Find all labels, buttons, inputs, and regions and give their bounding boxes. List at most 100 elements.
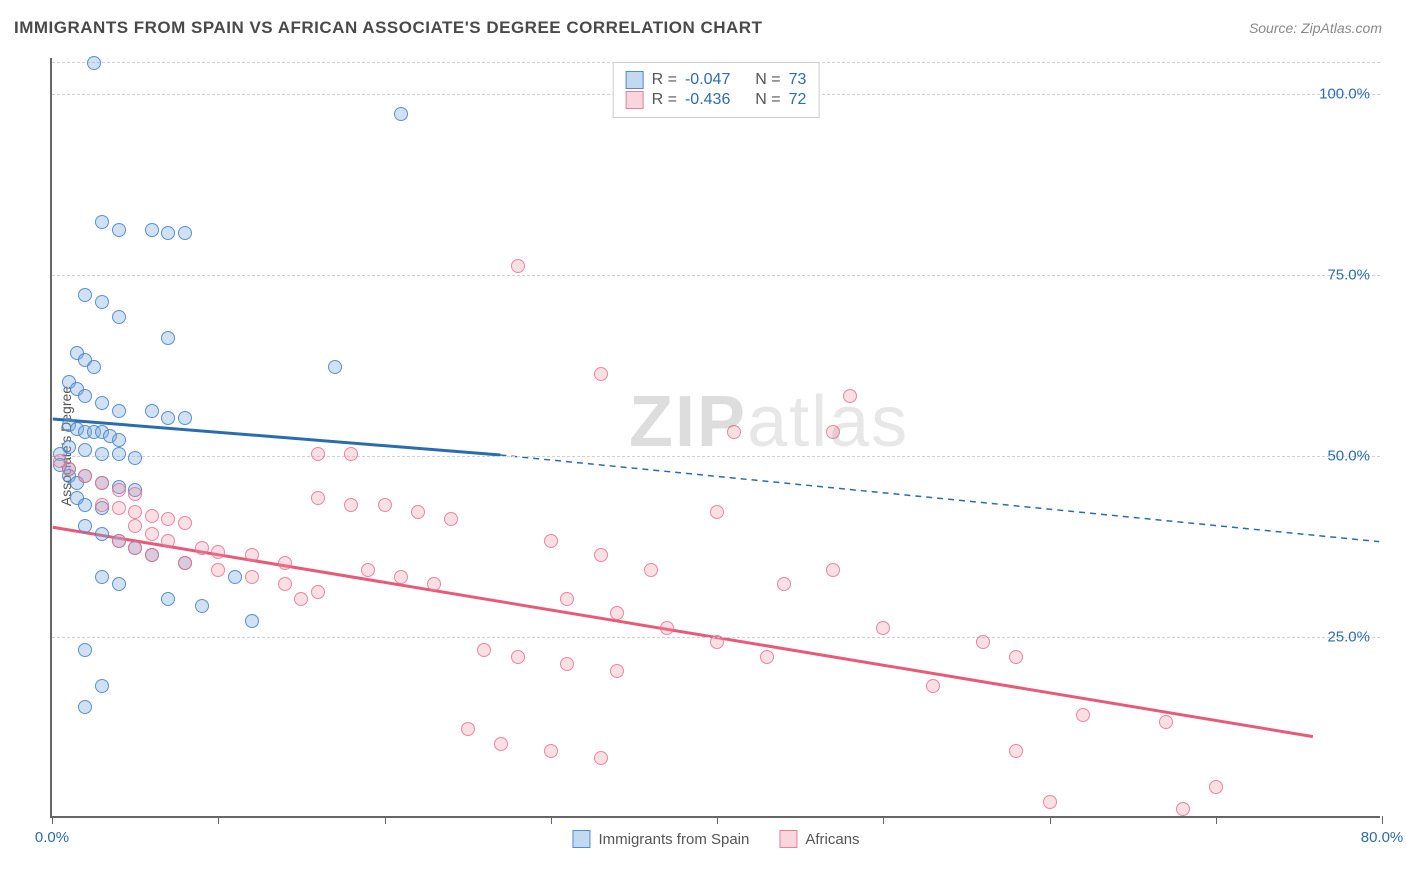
data-point	[378, 498, 392, 512]
data-point	[128, 541, 142, 555]
data-point	[843, 389, 857, 403]
data-point	[560, 592, 574, 606]
data-point	[344, 498, 358, 512]
data-point	[145, 548, 159, 562]
data-point	[78, 643, 92, 657]
legend-item-blue: Immigrants from Spain	[572, 830, 749, 848]
chart-title: IMMIGRANTS FROM SPAIN VS AFRICAN ASSOCIA…	[14, 18, 762, 38]
data-point	[128, 505, 142, 519]
data-point	[112, 577, 126, 591]
data-point	[727, 425, 741, 439]
data-point	[228, 570, 242, 584]
data-point	[78, 498, 92, 512]
data-point	[178, 516, 192, 530]
data-point	[78, 389, 92, 403]
x-tick	[1382, 816, 1383, 824]
y-tick-label: 100.0%	[1319, 86, 1370, 103]
r-label: R =	[652, 91, 677, 109]
data-point	[128, 451, 142, 465]
data-point	[660, 621, 674, 635]
plot-area: ZIPatlas R = -0.047 N = 73 R = -0.436 N …	[50, 58, 1380, 818]
data-point	[161, 226, 175, 240]
data-point	[511, 650, 525, 664]
watermark: ZIPatlas	[629, 381, 909, 463]
swatch-pink	[626, 91, 644, 109]
data-point	[278, 577, 292, 591]
data-point	[95, 215, 109, 229]
data-point	[178, 411, 192, 425]
trend-line	[53, 527, 1313, 736]
data-point	[112, 310, 126, 324]
correlation-legend: R = -0.047 N = 73 R = -0.436 N = 72	[613, 62, 820, 118]
data-point	[1009, 650, 1023, 664]
data-point	[610, 606, 624, 620]
data-point	[145, 404, 159, 418]
data-point	[211, 545, 225, 559]
data-point	[112, 447, 126, 461]
data-point	[926, 679, 940, 693]
trend-line-dashed	[500, 455, 1379, 542]
data-point	[112, 223, 126, 237]
watermark-atlas: atlas	[747, 382, 909, 462]
data-point	[311, 491, 325, 505]
trend-lines	[52, 58, 1380, 816]
data-point	[112, 534, 126, 548]
legend-item-pink: Africans	[779, 830, 859, 848]
legend-row-blue: R = -0.047 N = 73	[626, 71, 807, 89]
n-label: N =	[755, 91, 780, 109]
x-tick	[52, 816, 53, 824]
watermark-zip: ZIP	[629, 382, 747, 462]
y-tick-label: 75.0%	[1327, 267, 1370, 284]
data-point	[760, 650, 774, 664]
n-value-pink: 72	[789, 91, 807, 109]
data-point	[278, 556, 292, 570]
data-point	[461, 722, 475, 736]
r-value-pink: -0.436	[685, 91, 730, 109]
data-point	[112, 501, 126, 515]
data-point	[78, 288, 92, 302]
data-point	[361, 563, 375, 577]
data-point	[610, 664, 624, 678]
data-point	[178, 226, 192, 240]
data-point	[95, 295, 109, 309]
x-tick-label: 80.0%	[1361, 829, 1404, 846]
data-point	[394, 570, 408, 584]
data-point	[644, 563, 658, 577]
data-point	[494, 737, 508, 751]
data-point	[95, 527, 109, 541]
legend-label-pink: Africans	[805, 831, 859, 848]
x-tick	[385, 816, 386, 824]
data-point	[245, 548, 259, 562]
data-point	[112, 483, 126, 497]
data-point	[195, 599, 209, 613]
data-point	[411, 505, 425, 519]
data-point	[1209, 780, 1223, 794]
data-point	[195, 541, 209, 555]
data-point	[1176, 802, 1190, 816]
data-point	[95, 679, 109, 693]
data-point	[294, 592, 308, 606]
data-point	[594, 548, 608, 562]
x-tick-label: 0.0%	[35, 829, 69, 846]
data-point	[710, 505, 724, 519]
r-label: R =	[652, 71, 677, 89]
data-point	[78, 443, 92, 457]
data-point	[95, 570, 109, 584]
r-value-blue: -0.047	[685, 71, 730, 89]
data-point	[544, 534, 558, 548]
data-point	[1043, 795, 1057, 809]
data-point	[78, 519, 92, 533]
data-point	[161, 331, 175, 345]
data-point	[976, 635, 990, 649]
x-tick	[551, 816, 552, 824]
data-point	[128, 519, 142, 533]
swatch-pink	[779, 830, 797, 848]
data-point	[161, 512, 175, 526]
data-point	[344, 447, 358, 461]
data-point	[394, 107, 408, 121]
data-point	[594, 751, 608, 765]
n-value-blue: 73	[789, 71, 807, 89]
data-point	[1076, 708, 1090, 722]
data-point	[311, 585, 325, 599]
x-tick	[1050, 816, 1051, 824]
